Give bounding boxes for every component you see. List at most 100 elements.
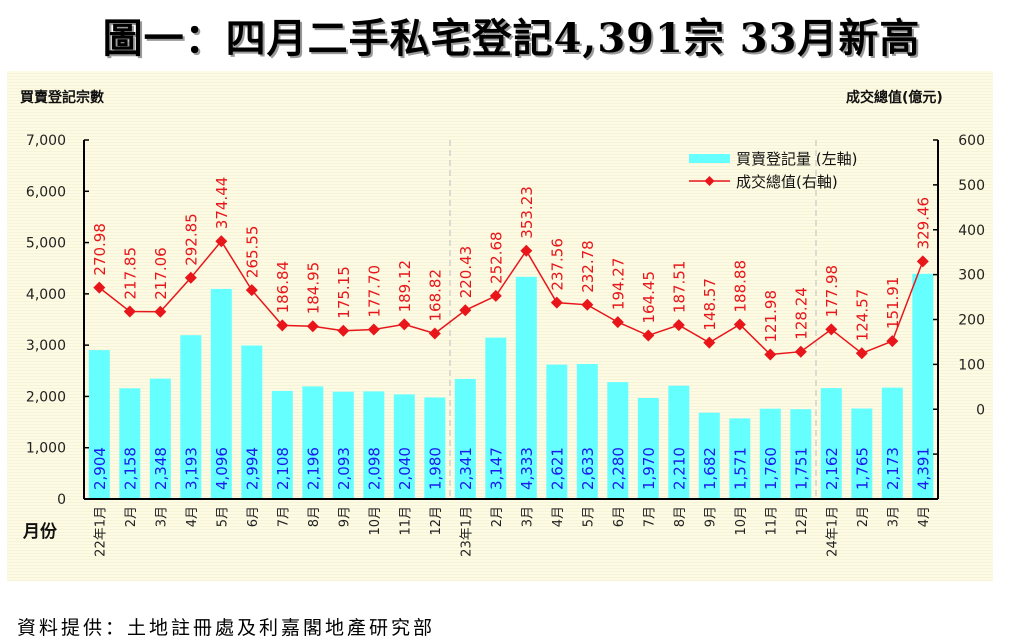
line-value-label: 184.95 — [304, 262, 322, 315]
line-marker — [459, 304, 472, 317]
line-marker — [581, 298, 594, 311]
line-marker — [703, 336, 716, 349]
bar-value-label: 4,333 — [518, 447, 536, 490]
x-axis-month-label: 4月 — [185, 506, 200, 527]
line-marker — [764, 348, 777, 361]
line-value-label: 232.78 — [579, 240, 597, 293]
bar-value-label: 2,210 — [670, 447, 688, 490]
legend-line-label: 成交總值(右軸) — [736, 173, 838, 191]
bar — [149, 378, 171, 499]
bar — [820, 388, 842, 499]
bar — [759, 408, 781, 499]
bar — [241, 345, 263, 499]
legend-line-marker — [704, 176, 715, 186]
line-marker — [611, 316, 624, 329]
x-axis-month-label: 2月 — [490, 506, 505, 527]
bar — [729, 418, 751, 499]
x-axis-month-label: 10月 — [368, 506, 383, 536]
bar-value-label: 2,093 — [335, 447, 353, 490]
x-axis-month-label: 11月 — [764, 506, 779, 536]
line-value-label: 124.57 — [853, 289, 871, 342]
bar — [363, 391, 385, 499]
bar — [546, 364, 568, 499]
bar — [607, 382, 629, 499]
bar-value-label: 2,341 — [457, 447, 475, 490]
line-marker — [154, 305, 167, 318]
x-axis-month-label: 3月 — [520, 506, 535, 527]
bar — [119, 388, 141, 499]
bar — [424, 397, 446, 499]
bar-value-label: 2,108 — [274, 447, 292, 490]
right-axis-title: 成交總值(億元) — [846, 90, 943, 106]
line-marker — [245, 284, 258, 297]
x-axis-month-label: 10月 — [734, 506, 749, 536]
bar — [668, 385, 690, 499]
data-labels: 2,904 2,158 2,348 3,193 4,096 2,994 2,108 2,196… — [91, 177, 932, 490]
bar — [393, 394, 415, 499]
bar-value-label: 1,751 — [792, 447, 810, 490]
right-axis-tick-label: 600 — [958, 133, 985, 149]
line-value-label: 194.27 — [609, 258, 627, 311]
line-marker — [642, 329, 655, 342]
bar-value-label: 2,162 — [823, 447, 841, 490]
line-marker — [825, 323, 838, 336]
bar-series — [88, 273, 934, 499]
x-axis-month-label: 24年1月 — [825, 506, 840, 557]
x-axis-month-label: 5月 — [215, 506, 230, 527]
bar-value-label: 1,765 — [853, 447, 871, 490]
line-marker — [93, 281, 106, 294]
bar — [576, 364, 598, 499]
line-value-label: 177.70 — [365, 265, 383, 318]
line-value-label: 217.85 — [121, 247, 139, 300]
line-marker — [550, 296, 563, 309]
line-marker — [306, 320, 319, 333]
line-value-label: 151.91 — [884, 277, 902, 330]
right-axis-tick-label: 100 — [958, 357, 985, 373]
bar-value-label: 4,391 — [914, 447, 932, 490]
line-series — [93, 235, 929, 361]
bar — [302, 386, 324, 499]
x-axis-month-label: 8月 — [673, 506, 688, 527]
line-value-label: 237.56 — [548, 238, 566, 291]
line-marker — [794, 345, 807, 358]
line-value-label: 189.12 — [396, 260, 414, 313]
line-marker — [672, 319, 685, 332]
line-value-label: 270.98 — [91, 223, 109, 276]
bar — [790, 409, 812, 499]
line-marker — [916, 255, 929, 268]
chart-title: 圖一：四月二手私宅登記4,391宗 33月新高 — [102, 15, 921, 62]
line-marker — [733, 318, 746, 331]
bar — [332, 391, 354, 499]
line-value-label: 329.46 — [914, 197, 932, 250]
bar-value-label: 2,196 — [304, 447, 322, 490]
x-axis-title: 月份 — [23, 522, 57, 542]
x-axis-month-label: 7月 — [276, 506, 291, 527]
bar-value-label: 3,147 — [487, 447, 505, 490]
bar-value-label: 2,173 — [884, 447, 902, 490]
left-axis-title: 買賣登記宗數 — [20, 90, 104, 106]
line-value-label: 168.82 — [426, 269, 444, 322]
x-axis-month-label: 3月 — [154, 506, 169, 527]
line-marker — [428, 327, 441, 340]
left-axis-tick-label: 1,000 — [26, 441, 66, 457]
line-value-label: 188.88 — [731, 260, 749, 313]
line-value-label: 187.51 — [670, 261, 688, 314]
bar — [851, 408, 873, 499]
bar-value-label: 2,994 — [243, 447, 261, 490]
left-axis-tick-label: 2,000 — [26, 389, 66, 405]
left-axis-tick-label: 6,000 — [26, 184, 66, 200]
left-axis-tick-label: 7,000 — [26, 133, 66, 149]
line-marker — [123, 305, 136, 318]
x-axis-month-label: 8月 — [307, 506, 322, 527]
right-axis-tick-label: 300 — [958, 268, 985, 284]
x-axis-month-label: 2月 — [124, 506, 139, 527]
bar-value-label: 1,980 — [426, 447, 444, 490]
source-note: 資料提供：土地註冊處及利嘉閣地產研究部 — [17, 617, 436, 639]
right-axis-tick-label: 200 — [958, 313, 985, 329]
bar-value-label: 2,158 — [121, 447, 139, 490]
line-value-label: 175.15 — [335, 266, 353, 319]
line-marker — [276, 319, 289, 332]
line-marker — [520, 244, 533, 257]
legend-bar-label: 買賣登記量 (左軸) — [736, 150, 857, 168]
bar — [881, 387, 903, 499]
